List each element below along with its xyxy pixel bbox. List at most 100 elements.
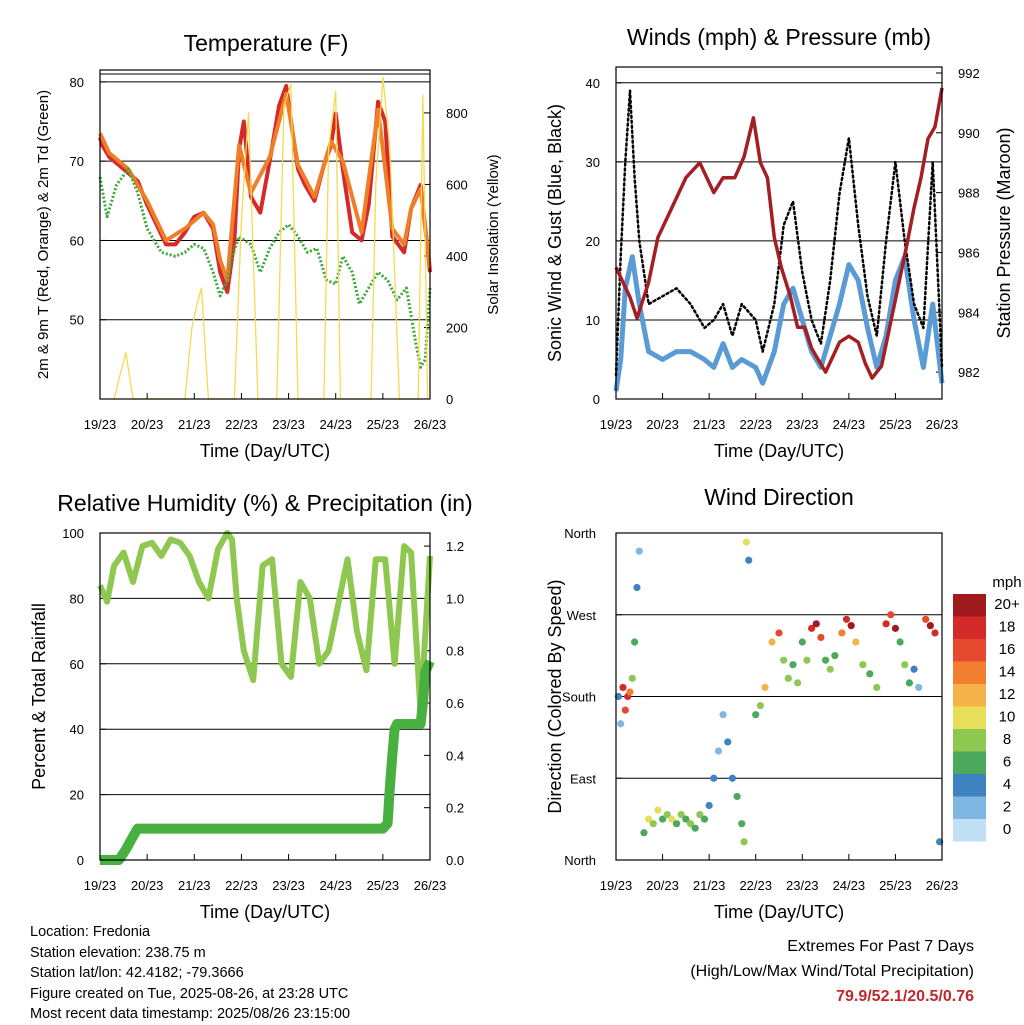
direction-point — [761, 683, 769, 692]
direction-point — [710, 774, 718, 782]
colorbar-label: 14 — [999, 664, 1016, 681]
colorbar-swatch — [953, 661, 986, 684]
direction-point — [873, 683, 881, 692]
y-tick-label: 40 — [586, 76, 600, 91]
direction-point — [738, 820, 746, 828]
x-tick-label: 21/23 — [693, 417, 726, 432]
x-tick-label: 19/23 — [84, 878, 117, 893]
plot-frame — [615, 66, 943, 400]
y2-tick-label: 400 — [446, 249, 468, 264]
temperature-panel: Temperature (F) Time (Day/UTC) 2m & 9m T (… — [35, 30, 502, 461]
colorbar-label: 6 — [1003, 754, 1011, 771]
y2-tick-label: 0.8 — [446, 644, 464, 659]
x-tick-label: 24/23 — [833, 417, 866, 432]
direction-point — [714, 747, 723, 755]
direction-point — [740, 838, 748, 846]
direction-point — [789, 661, 797, 669]
y-tick-label: West — [567, 608, 597, 623]
created-text: Figure created on Tue, 2025-08-26, at 23… — [30, 985, 349, 1002]
colorbar-swatch — [953, 594, 986, 617]
direction-point — [803, 656, 811, 664]
direction-point — [768, 638, 776, 646]
y-tick-label: South — [562, 690, 596, 705]
y2-tick-label: 992 — [958, 66, 980, 81]
x-tick-label: 24/23 — [833, 878, 866, 893]
extremes-box: Extremes For Past 7 Days (High/Low/Max W… — [690, 934, 974, 1009]
direction-point — [663, 810, 671, 819]
direction-point — [922, 615, 930, 623]
colorbar-label: 18 — [999, 619, 1016, 636]
direction-point — [905, 679, 914, 687]
y2-axis-label: Station Pressure (Maroon) — [994, 127, 1014, 338]
x-tick-label: 20/23 — [646, 417, 679, 432]
extremes-subtitle: (High/Low/Max Wind/Total Precipitation) — [690, 963, 974, 980]
x-tick-label: 22/23 — [739, 878, 772, 893]
direction-point — [724, 738, 732, 746]
y-tick-label: 20 — [586, 234, 600, 249]
panel-title: Wind Direction — [704, 484, 854, 510]
x-tick-label: 25/23 — [367, 417, 400, 432]
colorbar-label: 16 — [999, 641, 1016, 658]
x-tick-label: 21/23 — [178, 878, 211, 893]
direction-point — [866, 670, 874, 678]
relative-humidity-series — [97, 530, 433, 716]
direction-point — [700, 815, 709, 823]
direction-point — [882, 620, 890, 628]
colorbar-swatch — [953, 774, 986, 797]
direction-point — [649, 820, 657, 828]
colorbar-swatch — [953, 729, 986, 752]
x-axis-label: Time (Day/UTC) — [200, 441, 330, 461]
x-tick-label: 19/23 — [84, 417, 117, 432]
y2-tick-label: 982 — [958, 365, 980, 380]
direction-point — [794, 679, 802, 687]
y-tick-label: 60 — [70, 657, 84, 672]
x-tick-label: 25/23 — [879, 878, 912, 893]
y-tick-label: 0 — [77, 853, 84, 868]
y-axis-label: 2m & 9m T (Red, Orange) & 2m Td (Green) — [35, 90, 52, 379]
x-tick-label: 19/23 — [600, 417, 633, 432]
x-tick-label: 24/23 — [319, 417, 352, 432]
station-pressure-series — [614, 87, 944, 380]
x-tick-label: 25/23 — [879, 417, 912, 432]
y-tick-label: 30 — [586, 155, 600, 170]
y2-tick-label: 0.0 — [446, 853, 464, 868]
direction-point — [686, 820, 695, 828]
direction-point — [719, 711, 727, 719]
colorbar-swatch — [953, 706, 986, 729]
y-tick-label: 80 — [70, 75, 84, 90]
x-tick-label: 26/23 — [926, 417, 959, 432]
direction-point — [628, 674, 636, 682]
direction-point — [668, 815, 676, 823]
direction-point — [838, 629, 846, 637]
y-axis-label: Percent & Total Rainfall — [29, 603, 49, 790]
direction-point — [742, 538, 751, 546]
y-tick-label: 20 — [70, 788, 84, 803]
winds-pressure-panel: Winds (mph) & Pressure (mb) Time (Day/UTC… — [545, 24, 1014, 461]
direction-point — [696, 810, 704, 819]
direction-point — [756, 701, 764, 710]
x-tick-label: 23/23 — [272, 417, 305, 432]
x-tick-label: 26/23 — [414, 878, 447, 893]
direction-point — [901, 661, 909, 669]
plot-frame — [99, 69, 431, 400]
y-tick-label: North — [564, 526, 596, 541]
direction-point — [798, 638, 806, 646]
direction-point — [831, 652, 839, 660]
y2-tick-label: 200 — [446, 320, 468, 335]
direction-point — [847, 622, 855, 630]
y-tick-label: 10 — [586, 313, 600, 328]
elevation-text: Station elevation: 238.75 m — [30, 944, 206, 961]
y-tick-label: North — [564, 853, 596, 868]
y-tick-label: 70 — [70, 154, 84, 169]
direction-point — [691, 824, 699, 832]
y-tick-label: 0 — [593, 392, 600, 407]
x-axis-label: Time (Day/UTC) — [714, 902, 844, 922]
plot-frame — [615, 532, 943, 861]
y2-tick-label: 800 — [446, 106, 468, 121]
x-axis-label: Time (Day/UTC) — [714, 441, 844, 461]
colorbar-swatch — [953, 639, 986, 662]
solar-insolation-series — [113, 76, 429, 400]
x-tick-label: 23/23 — [786, 417, 819, 432]
direction-point — [635, 547, 643, 555]
